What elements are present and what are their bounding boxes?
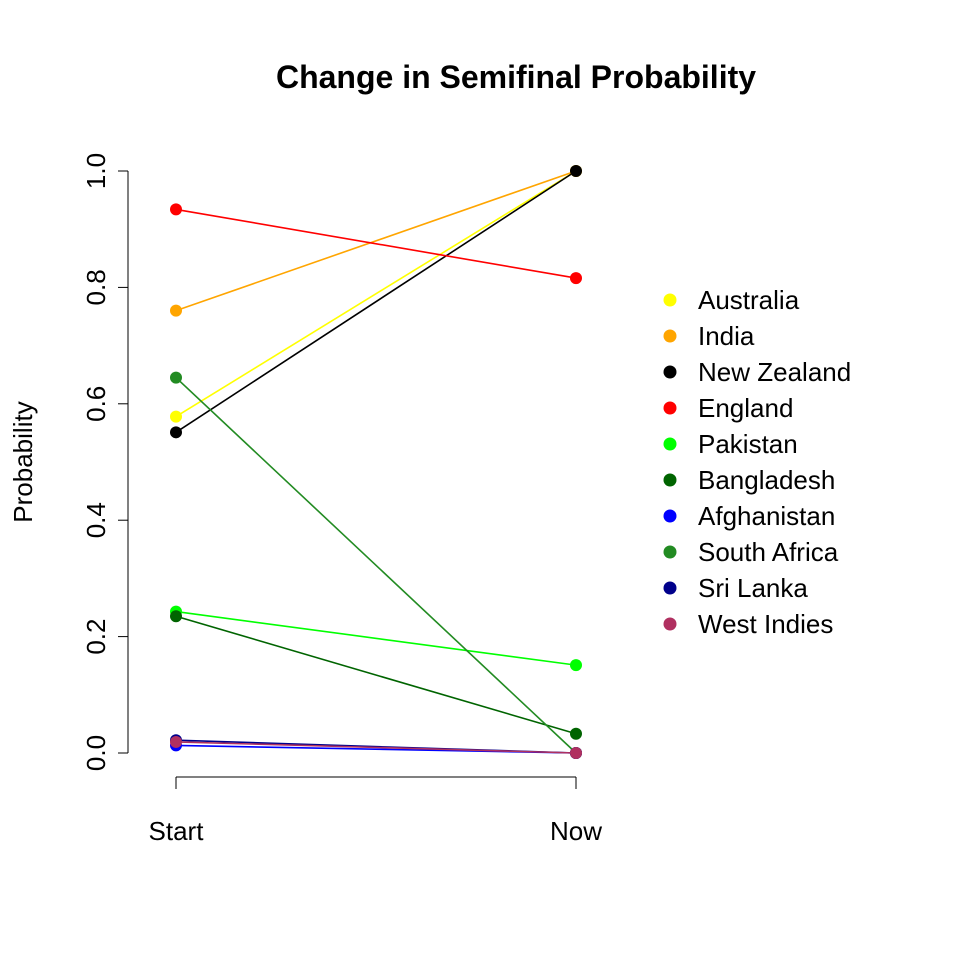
legend-label: Pakistan: [698, 429, 798, 459]
data-point: [170, 426, 182, 439]
data-point: [170, 203, 182, 216]
axes-group: 0.0 0.2 0.4 0.6 0.8 1.0 Start Now: [81, 153, 602, 846]
y-tick-label: 0.6: [81, 386, 111, 422]
legend-marker: [663, 329, 677, 343]
y-tick-label: 0.8: [81, 269, 111, 305]
chart-title: Change in Semifinal Probability: [276, 59, 756, 95]
series-line: [175, 170, 577, 433]
legend-label: South Africa: [698, 537, 839, 567]
data-point: [170, 304, 182, 317]
data-point: [570, 727, 582, 740]
x-tick-label: Start: [149, 816, 205, 846]
legend-label: Sri Lanka: [698, 573, 808, 603]
legend: Australia India New Zealand England Pakistan…: [663, 285, 851, 639]
series-line: [175, 170, 577, 312]
y-tick-label: 0.4: [81, 502, 111, 538]
legend-marker: [663, 509, 677, 523]
y-tick-label: 1.0: [81, 153, 111, 189]
series-line: [175, 610, 577, 666]
series-lines-group: [175, 170, 577, 754]
data-point: [170, 610, 182, 623]
data-point: [570, 272, 582, 285]
data-point: [170, 410, 182, 423]
series-points-group: [170, 165, 582, 759]
legend-label: India: [698, 321, 755, 351]
legend-label: New Zealand: [698, 357, 851, 387]
series-line: [175, 170, 577, 418]
legend-marker: [663, 545, 677, 559]
series-line: [175, 377, 577, 754]
legend-label: Bangladesh: [698, 465, 835, 495]
series-line: [175, 741, 577, 754]
y-axis-label: Probability: [8, 401, 38, 522]
data-point: [570, 165, 582, 177]
y-tick-label: 0.0: [81, 735, 111, 771]
y-tick-label: 0.2: [81, 619, 111, 655]
legend-marker: [663, 401, 677, 415]
legend-marker: [663, 437, 677, 451]
legend-marker: [663, 581, 677, 595]
data-point: [570, 659, 582, 672]
legend-label: Afghanistan: [698, 501, 835, 531]
legend-label: England: [698, 393, 793, 423]
legend-label: West Indies: [698, 609, 833, 639]
legend-marker: [663, 617, 677, 631]
data-point: [170, 735, 182, 748]
data-point: [170, 371, 182, 384]
legend-marker: [663, 473, 677, 487]
series-line: [175, 615, 577, 735]
x-tick-label: Now: [550, 816, 602, 846]
data-point: [570, 747, 582, 759]
legend-marker: [663, 293, 677, 307]
legend-label: Australia: [698, 285, 800, 315]
series-line: [175, 208, 577, 279]
legend-marker: [663, 365, 677, 379]
